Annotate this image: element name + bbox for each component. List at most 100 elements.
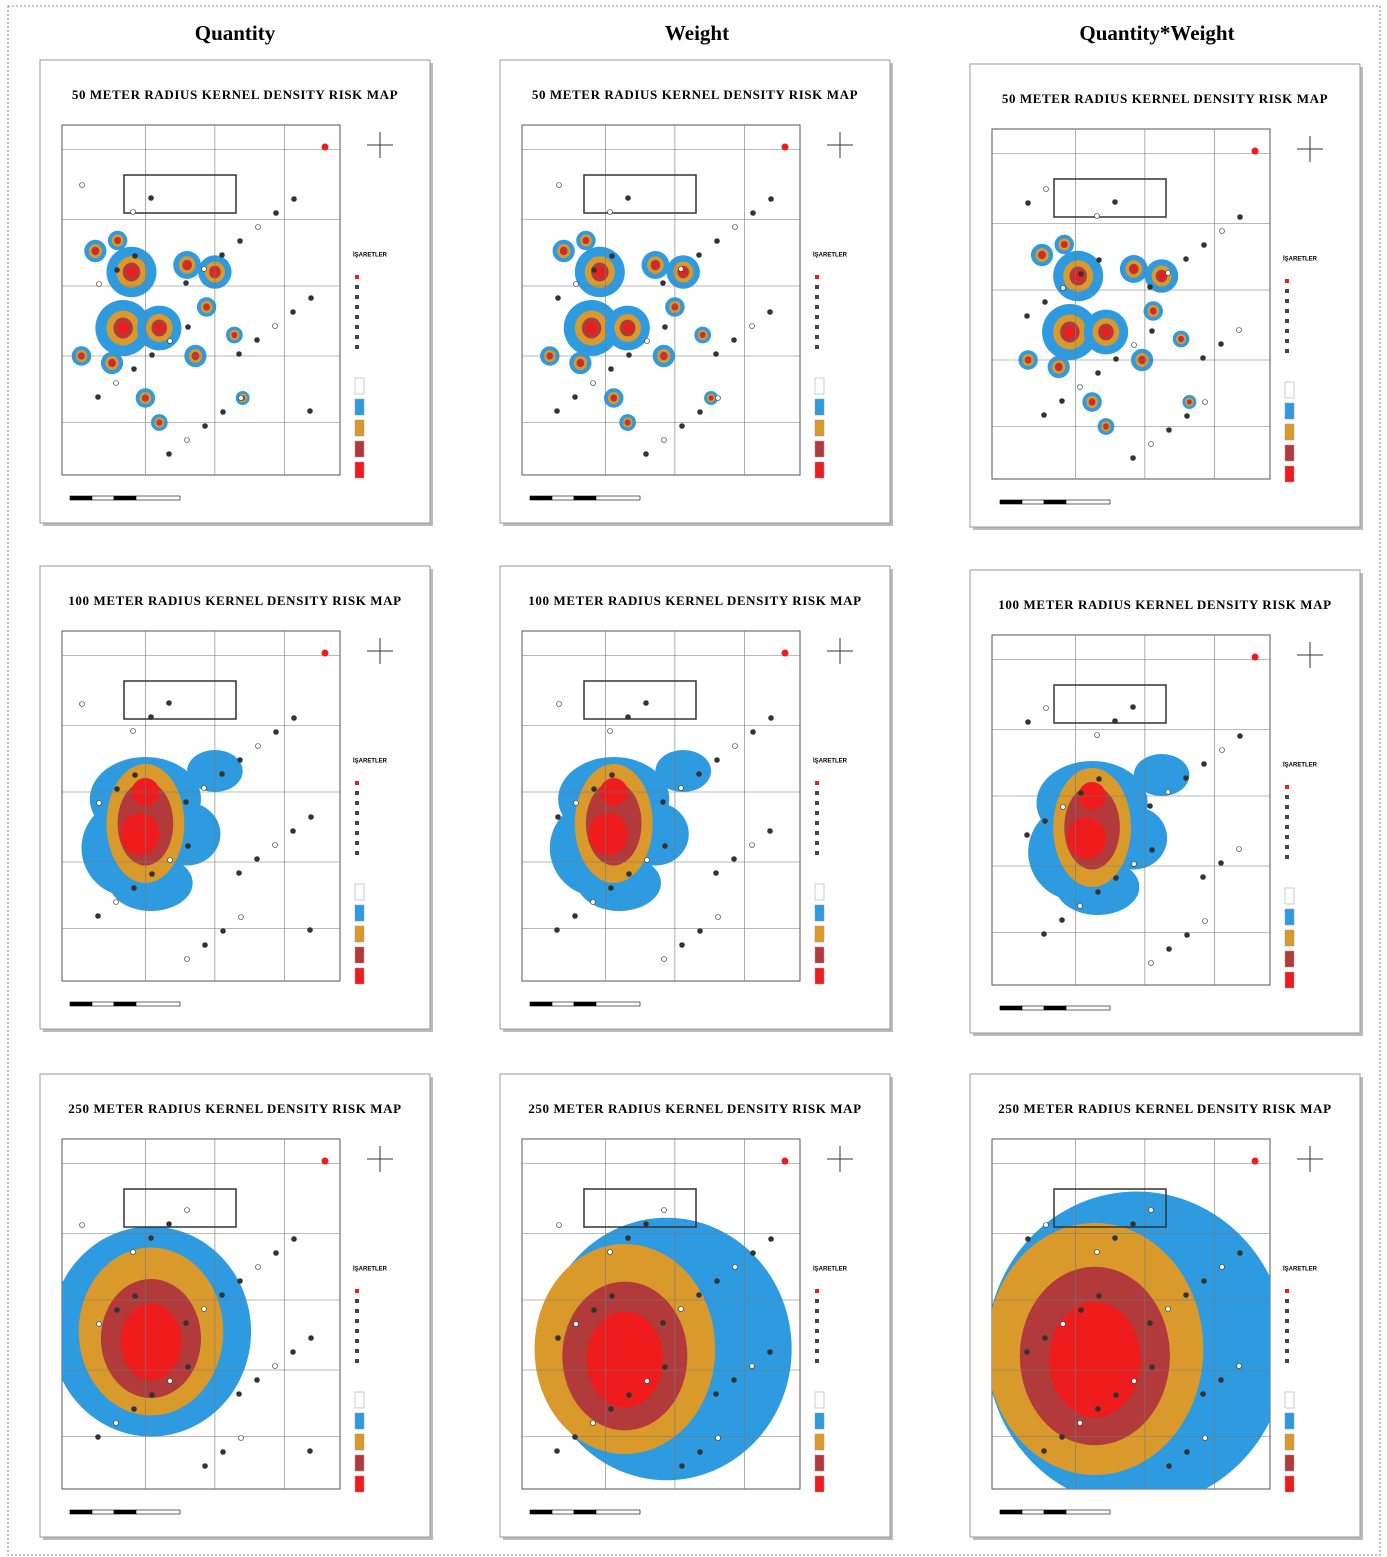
legend-symbol (1285, 1289, 1289, 1293)
map-symbol (679, 1307, 684, 1312)
map-symbol (1148, 804, 1153, 809)
map-symbol (714, 871, 719, 876)
map-symbol (80, 183, 85, 188)
map-symbol (1078, 904, 1083, 909)
legend-symbol (355, 285, 359, 289)
map-symbol (291, 1350, 296, 1355)
density-zone (586, 322, 597, 333)
legend-symbol (815, 821, 819, 825)
map-symbol (644, 1222, 649, 1227)
map-symbol (168, 858, 173, 863)
scale-bar (1000, 1510, 1022, 1514)
legend-symbol (355, 1319, 359, 1323)
scale-bar (530, 496, 552, 500)
density-zone (1131, 266, 1137, 272)
density-zone (584, 239, 588, 243)
map-symbol (663, 1365, 668, 1370)
map-symbol (114, 381, 119, 386)
legend-title: İŞARETLER (813, 758, 848, 765)
scale-bar (596, 1002, 640, 1006)
legend-swatch (1285, 403, 1294, 419)
map-symbol (185, 957, 190, 962)
map-symbol (291, 829, 296, 834)
map-symbol (662, 1208, 667, 1213)
scale-bar (114, 1510, 136, 1514)
panel-title: 50 METER RADIUS KERNEL DENSITY RISK MAP (1002, 91, 1328, 106)
legend-symbol (1285, 795, 1289, 799)
map-symbol (1166, 790, 1171, 795)
density-zone (653, 262, 659, 268)
map-symbol (592, 1308, 597, 1313)
legend-swatch (1285, 951, 1294, 967)
map-symbol (733, 744, 738, 749)
map-symbol (782, 144, 789, 151)
map-symbol (556, 1336, 561, 1341)
map-symbol (1184, 1293, 1189, 1298)
density-zone (120, 1304, 181, 1381)
legend-symbol (355, 345, 359, 349)
legend-swatch (355, 947, 364, 963)
scale-bar (574, 1510, 596, 1514)
map-symbol (308, 409, 313, 414)
scale-bar (552, 1510, 574, 1514)
legend-title: İŞARETLER (1283, 256, 1318, 263)
map-symbol (1201, 356, 1206, 361)
density-zone (589, 813, 628, 855)
legend-symbol (815, 811, 819, 815)
map-symbol (661, 800, 666, 805)
density-zone (1090, 400, 1094, 404)
scale-bar (530, 1510, 552, 1514)
scale-bar (552, 1002, 574, 1006)
map-symbol (168, 1379, 173, 1384)
map-symbol (256, 744, 261, 749)
map-symbol (661, 1321, 666, 1326)
density-zone (93, 249, 97, 253)
map-symbol (80, 702, 85, 707)
legend-swatch (815, 378, 824, 394)
map-symbol (644, 701, 649, 706)
map-symbol (1166, 1307, 1171, 1312)
map-symbol (1149, 961, 1154, 966)
legend-symbol (1285, 835, 1289, 839)
map-panel: 50 METER RADIUS KERNEL DENSITY RISK MAP İ… (970, 64, 1363, 530)
map-symbol (238, 239, 243, 244)
map-symbol (273, 324, 278, 329)
map-symbol (1061, 1322, 1066, 1327)
map-symbol (1167, 428, 1172, 433)
map-symbol (715, 758, 720, 763)
legend-symbol (815, 1329, 819, 1333)
scale-bar (136, 1002, 180, 1006)
map-symbol (768, 829, 773, 834)
legend-swatch (355, 926, 364, 942)
legend-symbol (355, 295, 359, 299)
map-symbol (274, 730, 279, 735)
map-symbol (237, 352, 242, 357)
map-symbol (1043, 300, 1048, 305)
map-symbol (680, 1464, 685, 1469)
legend-symbol (1285, 309, 1289, 313)
map-symbol (255, 338, 260, 343)
column-header: Weight (665, 21, 729, 45)
map-symbol (750, 324, 755, 329)
map-symbol (1202, 243, 1207, 248)
map-panel: 250 METER RADIUS KERNEL DENSITY RISK MAP… (500, 1074, 893, 1540)
legend-symbol (815, 1359, 819, 1363)
map-symbol (291, 310, 296, 315)
scale-bar (1022, 1510, 1044, 1514)
legend-swatch (1285, 909, 1294, 925)
map-symbol (608, 210, 613, 215)
map-symbol (114, 1421, 119, 1426)
map-panel: 250 METER RADIUS KERNEL DENSITY RISK MAP… (970, 1074, 1363, 1540)
legend-symbol (355, 335, 359, 339)
panel-title: 100 METER RADIUS KERNEL DENSITY RISK MAP (998, 597, 1331, 612)
legend-symbol (1285, 349, 1289, 353)
density-zone (587, 1311, 663, 1407)
map-symbol (555, 928, 560, 933)
map-symbol (574, 1322, 579, 1327)
map-symbol (1237, 847, 1242, 852)
map-symbol (1184, 776, 1189, 781)
map-symbol (1044, 187, 1049, 192)
scale-bar (1066, 1510, 1110, 1514)
density-zone (1188, 401, 1191, 404)
map-symbol (1184, 257, 1189, 262)
